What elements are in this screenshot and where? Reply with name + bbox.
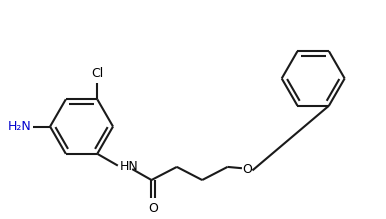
Text: H₂N: H₂N xyxy=(8,120,32,133)
Text: Cl: Cl xyxy=(91,67,103,81)
Text: HN: HN xyxy=(120,160,139,173)
Text: O: O xyxy=(148,202,158,215)
Text: O: O xyxy=(242,162,252,176)
